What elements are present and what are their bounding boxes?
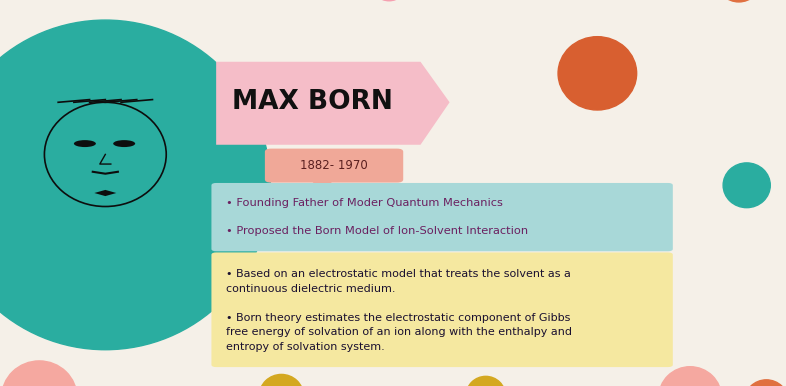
Text: • Proposed the Born Model of Ion-Solvent Interaction: • Proposed the Born Model of Ion-Solvent… — [226, 226, 527, 236]
FancyBboxPatch shape — [211, 252, 673, 367]
Ellipse shape — [74, 140, 96, 147]
Ellipse shape — [466, 376, 505, 386]
Ellipse shape — [0, 20, 270, 350]
Ellipse shape — [24, 256, 58, 289]
Ellipse shape — [85, 289, 148, 348]
Ellipse shape — [113, 140, 135, 147]
Text: • Founding Father of Moder Quantum Mechanics: • Founding Father of Moder Quantum Mecha… — [226, 198, 502, 208]
Text: 1882- 1970: 1882- 1970 — [300, 159, 368, 172]
Polygon shape — [216, 62, 450, 145]
Ellipse shape — [717, 0, 761, 2]
Text: MAX BORN: MAX BORN — [232, 89, 393, 115]
Text: • Based on an electrostatic model that treats the solvent as a
continuous dielec: • Based on an electrostatic model that t… — [226, 269, 571, 294]
Polygon shape — [94, 190, 116, 196]
Polygon shape — [310, 179, 334, 193]
Ellipse shape — [723, 163, 770, 208]
Ellipse shape — [744, 380, 786, 386]
Text: • Born theory estimates the electrostatic component of Gibbs
free energy of solv: • Born theory estimates the electrostati… — [226, 313, 571, 352]
FancyBboxPatch shape — [265, 149, 403, 183]
Ellipse shape — [259, 374, 303, 386]
Ellipse shape — [659, 367, 722, 386]
Ellipse shape — [558, 37, 637, 110]
Ellipse shape — [372, 0, 406, 1]
Ellipse shape — [2, 361, 77, 386]
FancyBboxPatch shape — [211, 183, 673, 251]
